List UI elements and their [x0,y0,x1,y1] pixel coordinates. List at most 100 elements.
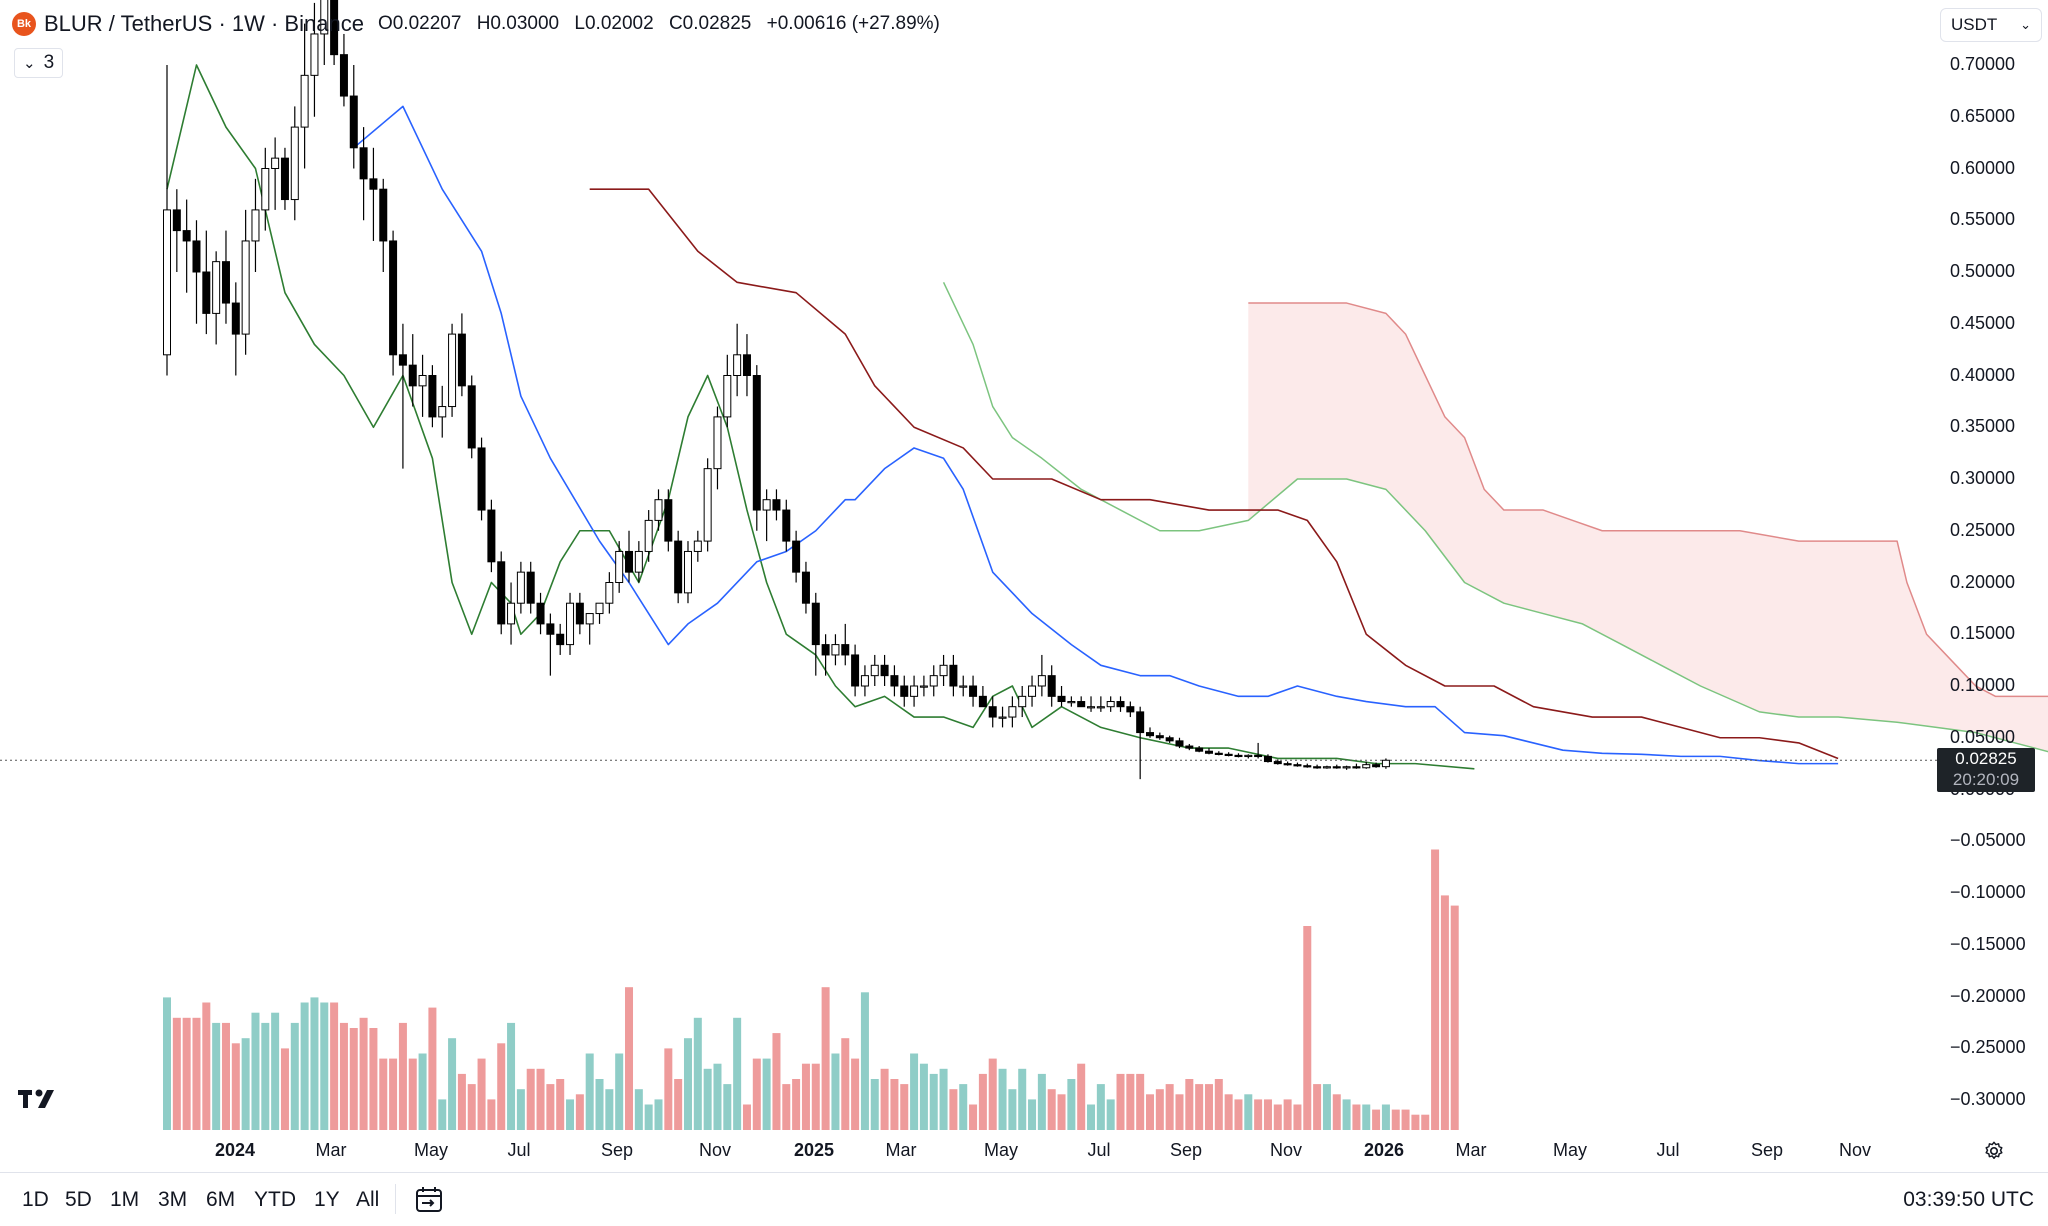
x-axis-tick: May [413,1140,449,1160]
candle-body [192,240,201,273]
candle-body [280,157,289,201]
candle-body [1037,675,1046,687]
volume-bar [1431,849,1440,1130]
y-axis-tick: 0.15000 [1950,623,2016,644]
timeframe-button-1y[interactable]: 1Y [314,1188,340,1211]
ohlc-values: O0.02207 H0.03000 L0.02002 C0.02825 +0.0… [378,13,950,35]
candle-body [212,261,221,314]
volume-bar [497,1043,506,1130]
high-value: 0.03000 [490,13,560,34]
volume-bar [615,1053,624,1130]
date-range-icon[interactable] [414,1186,444,1214]
candle-body [1234,754,1243,758]
volume-bar [1214,1079,1223,1130]
volume-bar [841,1038,850,1130]
utc-clock[interactable]: 03:39:50 UTC [1903,1188,2034,1211]
candle-body [939,664,948,677]
timeframe-button-6m[interactable]: 6M [206,1188,236,1211]
candle-body [231,302,240,335]
candle-body [1126,706,1135,713]
indicators-toggle[interactable]: ⌄ 3 [14,48,64,78]
candle-body [349,95,358,149]
candle-body [978,695,987,708]
volume-bar [762,1058,771,1130]
volume-bar [625,987,634,1130]
candle-body [1303,765,1312,768]
y-axis-tick: −0.30000 [1950,1089,2026,1109]
y-axis-tick: 0.60000 [1950,157,2016,178]
candle-body [772,499,781,511]
tradingview-logo-icon[interactable] [16,1088,64,1110]
volume-bar [713,1063,722,1130]
timeframe-button-all[interactable]: All [356,1188,380,1211]
volume-bar [939,1068,948,1130]
candle-body [1214,752,1223,755]
chart-header: Bk BLUR / TetherUS · 1W · Binance O0.022… [12,10,950,38]
candle-body [1096,706,1105,709]
volume-bar [870,1079,879,1130]
candle-body [919,685,928,688]
timeframe-button-ytd[interactable]: YTD [254,1188,296,1211]
candle-body [339,54,348,97]
chevron-down-icon: ⌄ [2020,17,2031,32]
candle-body [1254,754,1263,758]
volume-bar [408,1058,417,1130]
gear-icon[interactable] [1983,1140,2005,1162]
volume-bar [1028,1099,1037,1130]
x-axis-tick: Jul [507,1140,531,1160]
volume-bar [1047,1089,1056,1130]
x-axis-tick: 2025 [793,1140,835,1160]
volume-bar [428,1007,437,1130]
y-axis-tick: 0.30000 [1950,468,2016,488]
volume-bar [1195,1084,1204,1130]
candle-body [644,519,653,552]
candle-body [969,685,978,697]
candle-body [477,447,486,511]
candle-body [1362,764,1371,769]
candle-body [1273,761,1282,765]
volume-bar [1155,1089,1164,1130]
candle-body [654,499,663,521]
volume-bar [703,1068,712,1130]
volume-bar [1067,1079,1076,1130]
volume-bar [595,1079,604,1130]
candle-body [546,623,555,635]
candle-body [1067,701,1076,704]
volume-bar [271,1012,280,1130]
y-axis-tick: −0.05000 [1950,830,2026,851]
volume-bar [1381,1104,1390,1130]
volume-bar [182,1017,191,1130]
timeframe-button-5d[interactable]: 5D [65,1188,92,1211]
volume-bar [1313,1084,1322,1130]
candle-body [831,644,840,656]
volume-bar [1185,1079,1194,1130]
volume-bar [949,1089,958,1130]
symbol-title[interactable]: BLUR / TetherUS · 1W · Binance [44,11,364,36]
timeframe-button-1m[interactable]: 1M [110,1188,140,1211]
volume-bar [693,1017,702,1130]
volume-bar [379,1058,388,1130]
volume-bar [811,1063,820,1130]
x-axis-tick: Sep [600,1140,634,1160]
currency-select[interactable]: USDT ⌄ [1940,8,2042,42]
leading-span-b-line [1248,302,2048,698]
volume-bar [1175,1094,1184,1130]
candle-body [890,675,899,687]
candle-body [448,333,457,408]
timeframe-button-3m[interactable]: 3M [158,1188,188,1211]
last-price-tag: 0.02825 20:20:09 [1937,748,2035,792]
volume-bar [389,1058,398,1130]
x-axis-tick: Sep [1750,1140,1784,1160]
timeframe-button-1d[interactable]: 1D [22,1188,49,1211]
high-label: H [476,13,491,34]
candle-body [389,240,398,356]
candle-body [369,178,378,190]
candle-body [821,644,830,656]
volume-bar [1263,1099,1272,1130]
candle-body [841,644,850,656]
candle-body [949,664,958,687]
x-axis-tick: 2026 [1363,1140,1405,1160]
open-value: 0.02207 [392,13,462,34]
volume-bar [890,1079,899,1130]
